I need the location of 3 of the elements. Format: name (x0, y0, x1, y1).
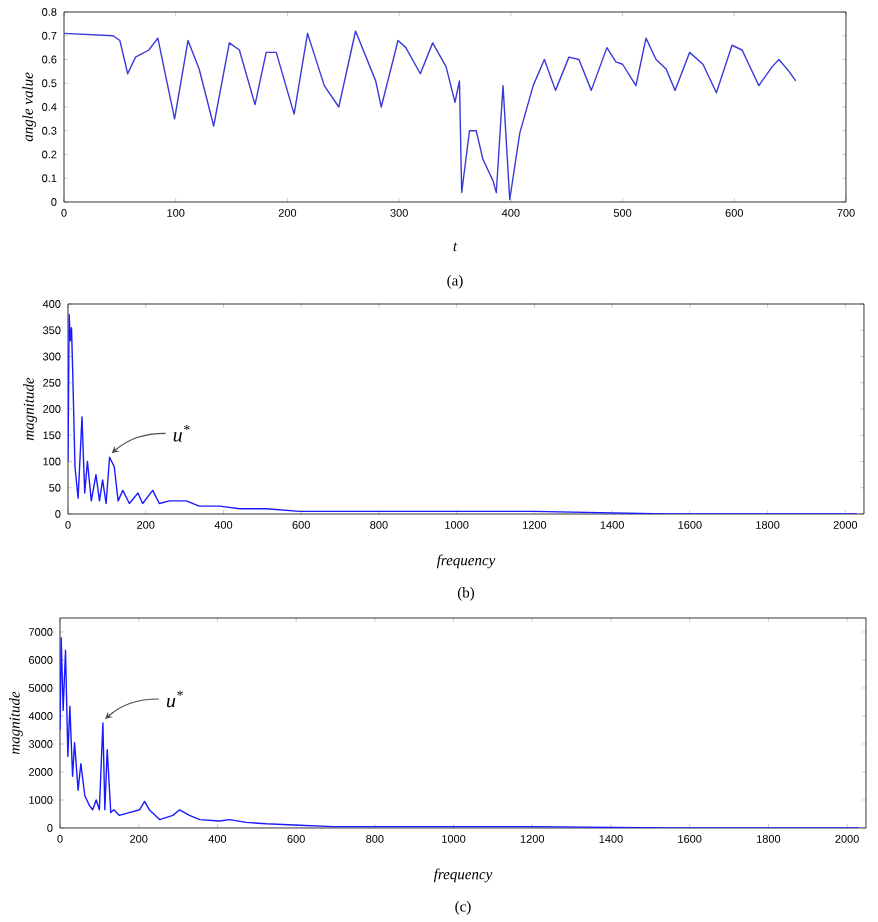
annotation: u$^{*}$ (173, 424, 190, 442)
line-series (64, 30, 797, 201)
annotation: u$^{*}$ (166, 690, 183, 708)
